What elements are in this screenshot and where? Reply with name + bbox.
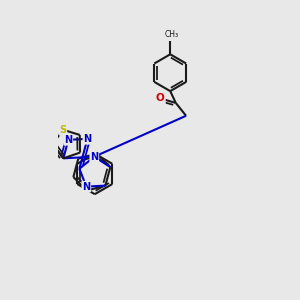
Text: O: O [156, 94, 165, 103]
Text: N: N [90, 152, 98, 162]
Text: N: N [83, 134, 92, 144]
Text: O: O [156, 94, 165, 103]
Text: CH₃: CH₃ [164, 30, 178, 39]
Text: N: N [82, 182, 90, 192]
Text: S: S [59, 125, 66, 135]
Text: N: N [64, 135, 72, 145]
